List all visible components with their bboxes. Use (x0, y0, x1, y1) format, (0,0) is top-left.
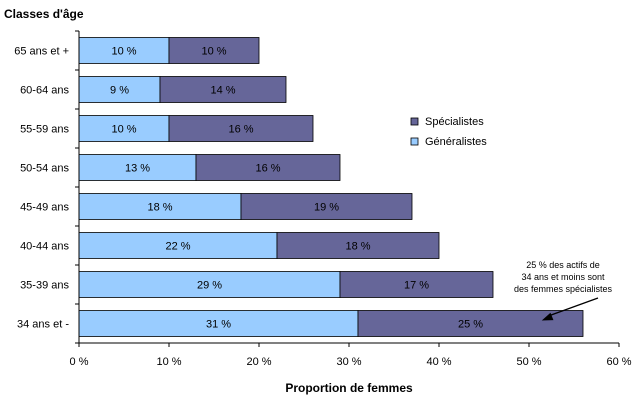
bar-specialistes (168, 37, 260, 64)
category-label: 60-64 ans (20, 85, 69, 97)
y-axis-title: Classes d'âge (4, 7, 84, 21)
x-tick-label: 30 % (336, 356, 361, 368)
x-tick-label: 40 % (426, 356, 451, 368)
bar-specialistes (195, 154, 341, 181)
data-label-specialistes: 17 % (404, 280, 429, 292)
legend-label: Spécialistes (425, 116, 484, 128)
bar-specialistes (159, 76, 287, 103)
annotation-arrow-head (541, 312, 554, 321)
data-label-generalistes: 22 % (165, 241, 190, 253)
legend-label: Généralistes (425, 136, 487, 148)
annotation-text: 25 % des actifs de (526, 260, 600, 270)
data-label-generalistes: 9 % (110, 85, 129, 97)
data-label-generalistes: 10 % (111, 124, 136, 136)
bar-generalistes (78, 37, 170, 64)
data-label-specialistes: 25 % (458, 319, 483, 331)
bars: 10 % 10 % 9 % 14 % 10 % 16 % 13 % 16 % 18 % 19 % 2… (78, 37, 584, 337)
legend-swatch (410, 117, 419, 126)
axes: 65 ans et + 60-64 ans 55-59 ans 50-54 ans 45… (14, 30, 632, 368)
category-label: 55-59 ans (20, 124, 69, 136)
bar-generalistes (78, 271, 341, 298)
category-label: 40-44 ans (20, 241, 69, 253)
category-label: 50-54 ans (20, 163, 69, 175)
bar-specialistes (357, 310, 584, 337)
annotation-text: des femmes spécialistes (514, 284, 613, 294)
bar-specialistes (168, 115, 314, 142)
data-label-generalistes: 31 % (206, 319, 231, 331)
data-label-specialistes: 10 % (201, 46, 226, 58)
data-label-specialistes: 18 % (345, 241, 370, 253)
bar-specialistes (339, 271, 494, 298)
bar-generalistes (78, 76, 161, 103)
bar-specialistes (276, 232, 440, 259)
legend-swatch (410, 137, 419, 146)
annotation: 25 % des actifs de 34 ans et moins sont de… (514, 260, 613, 321)
category-label: 65 ans et + (14, 46, 69, 58)
x-tick-label: 10 % (156, 356, 181, 368)
x-tick-label: 50 % (516, 356, 541, 368)
annotation-arrow-line (549, 297, 599, 317)
x-axis-title: Proportion de femmes (285, 381, 413, 395)
bar-specialistes (240, 193, 413, 220)
x-tick-label: 20 % (246, 356, 271, 368)
x-tick-label: 0 % (70, 356, 89, 368)
legend: Spécialistes Généralistes (410, 116, 487, 148)
category-label: 34 ans et - (17, 319, 69, 331)
data-label-specialistes: 16 % (255, 163, 280, 175)
x-tick-label: 60 % (606, 356, 631, 368)
category-label: 45-49 ans (20, 202, 69, 214)
annotation-text: 34 ans et moins sont (521, 272, 605, 282)
data-label-generalistes: 10 % (111, 46, 136, 58)
data-label-specialistes: 16 % (228, 124, 253, 136)
data-label-specialistes: 19 % (314, 202, 339, 214)
data-label-generalistes: 29 % (197, 280, 222, 292)
data-label-generalistes: 13 % (125, 163, 150, 175)
data-label-generalistes: 18 % (147, 202, 172, 214)
bar-generalistes (78, 154, 197, 181)
category-label: 35-39 ans (20, 280, 69, 292)
data-label-specialistes: 14 % (210, 85, 235, 97)
bar-generalistes (78, 115, 170, 142)
